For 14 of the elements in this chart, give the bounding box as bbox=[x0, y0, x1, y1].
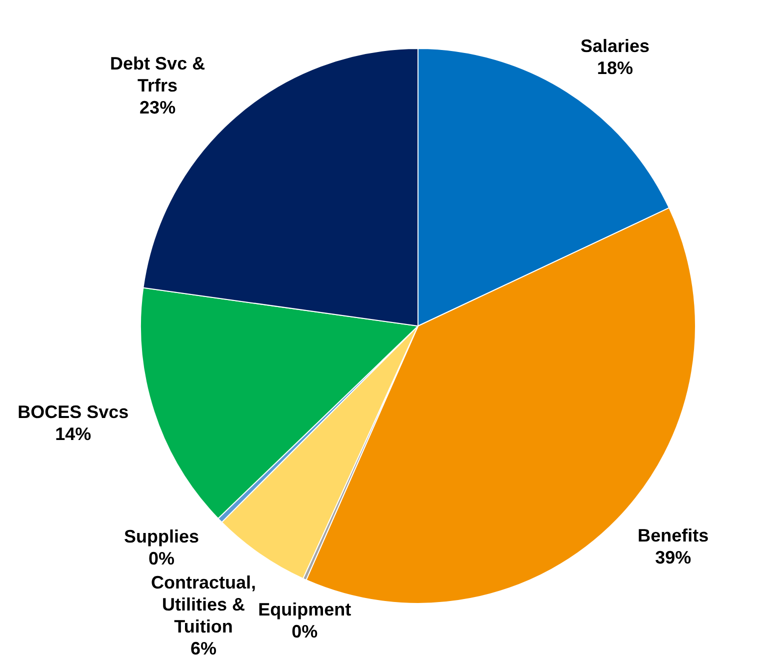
slice-label: Debt Svc & Trfrs bbox=[110, 53, 206, 96]
slice-label: Equipment bbox=[258, 599, 352, 620]
slice-label: Benefits bbox=[638, 526, 709, 546]
slice-label: Salaries bbox=[580, 36, 650, 56]
data-label: 23% bbox=[140, 97, 176, 118]
slice-label: Supplies bbox=[124, 526, 200, 546]
data-label: 0% bbox=[292, 621, 318, 642]
slice-label: BOCES Svcs bbox=[18, 402, 129, 422]
data-label: 14% bbox=[55, 424, 92, 444]
data-label: 6% bbox=[190, 638, 216, 658]
data-label: 18% bbox=[597, 58, 634, 78]
data-label: 39% bbox=[655, 548, 692, 568]
slice-label: Contractual, Utilities & Tuition bbox=[150, 572, 256, 636]
data-label: 0% bbox=[148, 548, 175, 568]
